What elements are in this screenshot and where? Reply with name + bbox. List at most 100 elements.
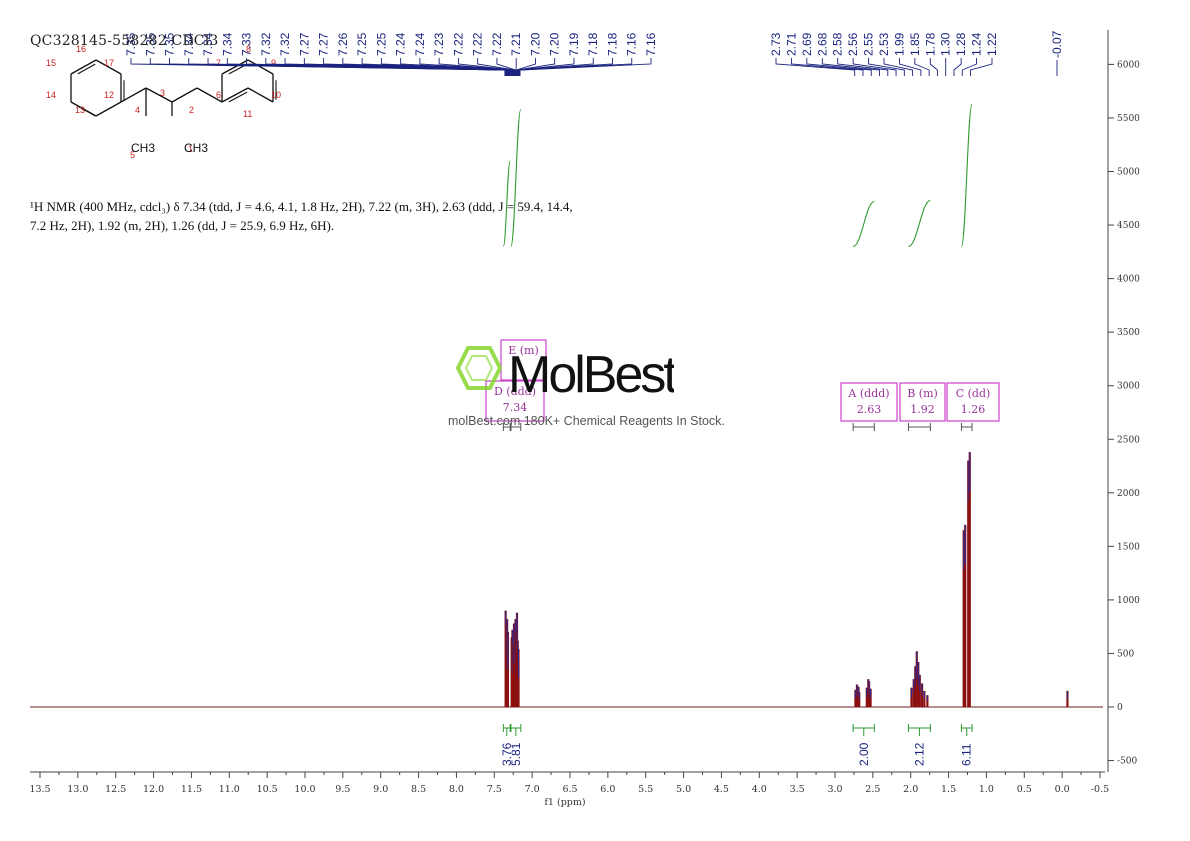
x-tick-label: 9.5	[335, 784, 350, 795]
x-tick-label: 3.5	[790, 784, 805, 795]
x-tick-label: 11.5	[181, 784, 202, 795]
methyl-label: CH3	[184, 141, 208, 155]
peak-shift-label: 7.26	[336, 32, 350, 56]
spectrum-peaks	[504, 452, 1069, 707]
peak-label-leader	[518, 58, 613, 76]
nmr-summary-line2: 7.2 Hz, 2H), 1.92 (m, 2H), 1.26 (dd, J =…	[30, 218, 335, 233]
peak-shift-label: 7.24	[394, 32, 408, 56]
x-tick-label: 7.5	[487, 784, 502, 795]
peak-label-leader	[970, 58, 993, 76]
peak-label-leader	[380, 58, 513, 76]
peak-label-leader	[516, 58, 556, 76]
multiplet-box	[485, 380, 545, 422]
x-tick-label: 11.0	[219, 784, 240, 795]
peak-label-leader	[961, 58, 978, 76]
atom-number-label: 13	[75, 105, 85, 115]
x-tick-label: 13.0	[67, 784, 88, 795]
atom-number-label: 11	[243, 109, 252, 119]
x-tick-label: -0.5	[1091, 784, 1109, 795]
peak-shift-label: 7.21	[509, 32, 523, 56]
structure-bond	[95, 101, 122, 117]
peak-label-leader	[821, 58, 880, 76]
peak-shift-label: 7.18	[586, 32, 600, 56]
multiplet-label: D (ddd)	[494, 385, 536, 398]
methyl-label: CH3	[131, 141, 155, 155]
peak-shift-label: 1.22	[985, 32, 999, 56]
structure-bond	[196, 87, 223, 103]
integral-value: 5.81	[509, 742, 523, 766]
x-axis-label: f1 (ppm)	[544, 797, 585, 808]
peak-shift-label: 2.69	[800, 32, 814, 56]
x-tick-label: 6.5	[562, 784, 577, 795]
peak-shift-label: 7.23	[432, 32, 446, 56]
x-tick-label: 5.5	[638, 784, 653, 795]
y-tick-label: 2000	[1117, 489, 1140, 499]
peak-label-leader	[517, 58, 575, 76]
peak-shift-label: 7.27	[297, 32, 311, 56]
peak-label-leader	[852, 58, 897, 76]
atom-number-label: 5	[130, 150, 135, 160]
x-tick-label: 4.5	[714, 784, 729, 795]
peak-shift-label: 2.73	[769, 32, 783, 56]
structure-bond	[171, 87, 198, 103]
peak-label-leader	[775, 58, 856, 76]
x-tick-label: 12.0	[143, 784, 164, 795]
peak-shift-label: 7.35	[143, 32, 157, 56]
peak-shift-label: 1.30	[939, 32, 953, 56]
peak-shift-label: 7.34	[220, 32, 234, 56]
peak-label-leader	[914, 58, 930, 76]
y-tick-label: 1000	[1117, 596, 1140, 606]
peak-shift-label: 7.16	[625, 32, 639, 56]
x-tick-label: 13.5	[29, 784, 50, 795]
integral-curve	[960, 103, 973, 248]
y-tick-label: 4500	[1117, 221, 1140, 231]
peak-shift-label: 2.58	[831, 32, 845, 56]
multiplet-box	[946, 382, 1000, 422]
x-tick-label: 0.5	[1017, 784, 1032, 795]
integral-value: 6.11	[960, 743, 974, 766]
x-tick-label: 1.5	[941, 784, 956, 795]
peak-label-leader	[438, 58, 515, 76]
y-tick-label: 0	[1117, 703, 1123, 713]
y-tick-label: 3500	[1117, 328, 1140, 338]
peak-shift-label: 1.99	[892, 32, 906, 56]
hexagon-inner-icon	[464, 355, 494, 381]
peak-label-leader	[496, 58, 516, 76]
atom-number-label: 1	[188, 144, 193, 154]
integral-curve	[502, 160, 511, 248]
integral-curve	[510, 108, 522, 248]
atom-number-label: 6	[216, 90, 221, 100]
x-tick-label: 8.5	[411, 784, 426, 795]
peak-shift-label: 7.25	[355, 32, 369, 56]
structure-bond	[120, 87, 147, 103]
atom-number-label: 17	[104, 58, 114, 68]
peak-label-leader	[837, 58, 889, 76]
peak-label-leader	[361, 58, 513, 76]
multiplet-label: B (m)	[907, 387, 938, 400]
peak-shift-label: 7.35	[124, 32, 138, 56]
nmr-summary: ¹H NMR (400 MHz, cdcl₃) δ 7.34 (tdd, J =…	[30, 197, 630, 235]
integral-value: 2.00	[857, 742, 871, 766]
y-tick-label: 5000	[1117, 168, 1140, 178]
y-tick-label: 4000	[1117, 275, 1140, 285]
peak-shift-label: 2.68	[815, 32, 829, 56]
x-tick-label: 10.0	[294, 784, 315, 795]
peak-shift-label: 2.53	[877, 32, 891, 56]
y-tick-label: -500	[1117, 757, 1137, 767]
watermark-tagline: molBest.com 180K+ Chemical Reagents In S…	[448, 414, 725, 428]
integral-curve	[852, 200, 875, 248]
peak-shift-label: 7.24	[413, 32, 427, 56]
x-tick-label: 8.0	[449, 784, 464, 795]
watermark-brand: MolBest	[508, 346, 674, 400]
multiplet-label: C (dd)	[956, 387, 991, 400]
y-tick-label: 2500	[1117, 435, 1140, 445]
peak-label-leader	[457, 58, 515, 76]
peak-shift-label: 7.22	[471, 32, 485, 56]
x-tick-label: 2.0	[903, 784, 918, 795]
atom-number-label: 2	[189, 105, 194, 115]
integral-value: 3.76	[500, 742, 514, 766]
x-tick-label: 2.5	[865, 784, 880, 795]
peak-label-leader	[883, 58, 914, 76]
peak-label-leader	[519, 58, 633, 76]
x-tick-label: 12.5	[105, 784, 126, 795]
